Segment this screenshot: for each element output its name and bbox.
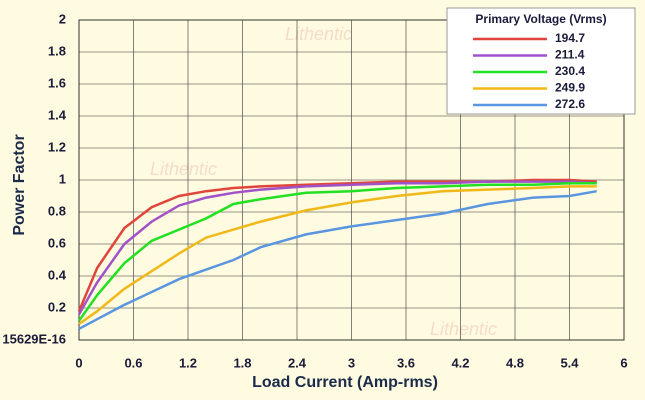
- x-tick-label: 1.2: [179, 355, 197, 370]
- series-line: [78, 189, 597, 330]
- y-tick-label: 1.4: [48, 107, 67, 122]
- x-tick-label: 4.8: [506, 355, 524, 370]
- legend-box: [446, 7, 636, 115]
- x-tick-label: 0.6: [124, 355, 142, 370]
- series-line: [77, 181, 597, 322]
- legend-title: Primary Voltage (Vrms): [475, 12, 606, 26]
- y-axis-title: Power Factor: [11, 134, 28, 235]
- y-tick-label: 1.6: [48, 75, 66, 90]
- legend-label: 272.6: [555, 97, 585, 111]
- y-tick-label: 0.2: [48, 299, 66, 314]
- legend-label: 249.9: [555, 81, 585, 95]
- watermark: Lithentic: [285, 24, 352, 44]
- x-tick-label: 3.6: [397, 355, 415, 370]
- legend-label: 211.4: [555, 48, 585, 62]
- series-line: [77, 180, 597, 316]
- y-tick-label: 0.6: [48, 235, 66, 250]
- y-tick-label: 1: [59, 171, 66, 186]
- legend-label: 194.7: [555, 31, 585, 45]
- y-tick-label: 0.8: [48, 203, 66, 218]
- y-tick-label: 1.2: [48, 139, 66, 154]
- x-tick-label: 3: [348, 355, 355, 370]
- watermark: Lithentic: [430, 319, 497, 339]
- y-tick-label: 0.4: [48, 267, 67, 282]
- x-tick-label: 1.8: [233, 355, 251, 370]
- plot-border: [78, 19, 625, 341]
- series-line: [78, 185, 597, 326]
- x-axis-title: Load Current (Amp-rms): [252, 374, 438, 391]
- x-tick-label: 5.4: [560, 355, 579, 370]
- y-tick-label: 15629E-16: [2, 331, 66, 346]
- x-tick-label: 4.2: [451, 355, 469, 370]
- y-tick-label: 2: [59, 11, 66, 26]
- x-tick-label: 2.4: [288, 355, 307, 370]
- x-tick-label: 6: [620, 355, 627, 370]
- x-tick-label: 0: [75, 355, 82, 370]
- y-tick-label: 1.8: [48, 43, 66, 58]
- watermark: Lithentic: [150, 159, 217, 179]
- legend-label: 230.4: [555, 64, 585, 78]
